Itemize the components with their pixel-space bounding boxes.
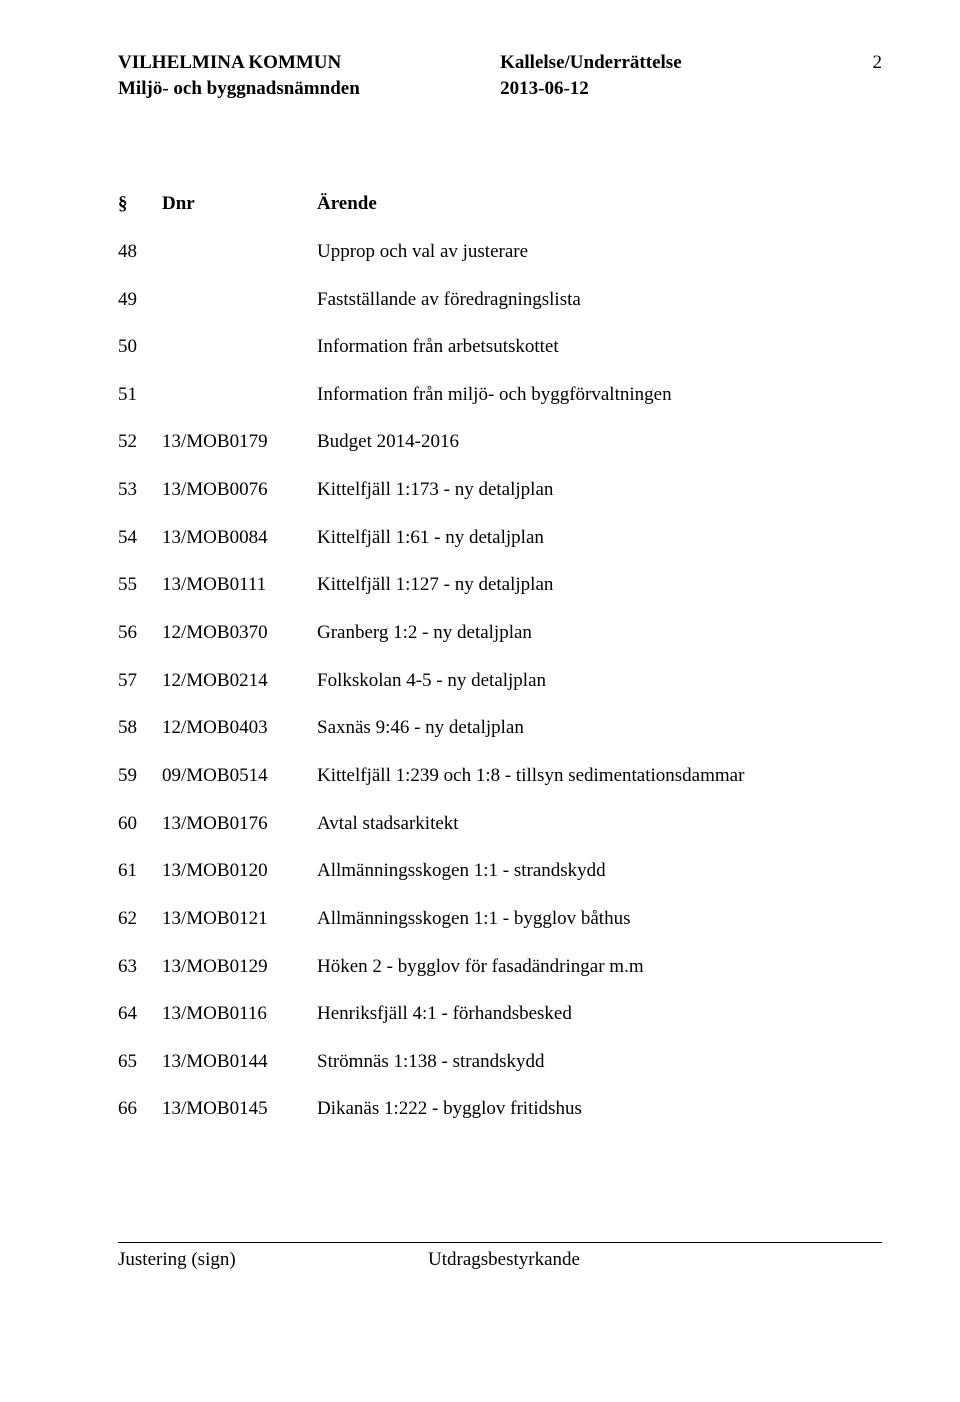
page-header: VILHELMINA KOMMUN Miljö- och byggnadsnäm… <box>118 50 882 101</box>
row-para: 55 <box>118 572 162 598</box>
dept-name: Miljö- och byggnadsnämnden <box>118 76 360 102</box>
agenda-row: 6013/MOB0176Avtal stadsarkitekt <box>118 811 882 837</box>
agenda-row: 5413/MOB0084Kittelfjäll 1:61 - ny detalj… <box>118 525 882 551</box>
col-header-arende: Ärende <box>317 191 377 217</box>
row-para: 61 <box>118 858 162 884</box>
row-arende: Strömnäs 1:138 - strandskydd <box>317 1049 882 1075</box>
footer-divider <box>118 1242 882 1243</box>
row-dnr: 13/MOB0120 <box>162 858 317 884</box>
agenda-row: 5909/MOB0514Kittelfjäll 1:239 och 1:8 - … <box>118 763 882 789</box>
footer-left: Justering (sign) <box>118 1247 428 1273</box>
row-para: 66 <box>118 1096 162 1122</box>
row-para: 52 <box>118 429 162 455</box>
agenda-rows: 48 Upprop och val av justerare 49 Fastställ… <box>118 239 882 1122</box>
row-para: 57 <box>118 668 162 694</box>
row-dnr: 13/MOB0116 <box>162 1001 317 1027</box>
agenda-row: 6613/MOB0145Dikanäs 1:222 - bygglov frit… <box>118 1096 882 1122</box>
row-para: 65 <box>118 1049 162 1075</box>
row-dnr: 13/MOB0076 <box>162 477 317 503</box>
row-arende: Saxnäs 9:46 - ny detaljplan <box>317 715 882 741</box>
agenda-row: 51 Information från miljö- och byggförval… <box>118 382 882 408</box>
row-para: 59 <box>118 763 162 789</box>
row-para: 48 <box>118 239 162 265</box>
col-header-para: § <box>118 191 162 217</box>
agenda-row: 5712/MOB0214Folkskolan 4-5 - ny detaljpl… <box>118 668 882 694</box>
row-para: 64 <box>118 1001 162 1027</box>
row-arende: Allmänningsskogen 1:1 - bygglov båthus <box>317 906 882 932</box>
row-dnr: 13/MOB0084 <box>162 525 317 551</box>
row-dnr: 13/MOB0179 <box>162 429 317 455</box>
row-arende: Avtal stadsarkitekt <box>317 811 882 837</box>
agenda-row: 6113/MOB0120Allmänningsskogen 1:1 - stra… <box>118 858 882 884</box>
row-dnr: 13/MOB0145 <box>162 1096 317 1122</box>
row-dnr: 13/MOB0129 <box>162 954 317 980</box>
org-name: VILHELMINA KOMMUN <box>118 50 360 76</box>
header-center: Kallelse/Underrättelse 2013-06-12 <box>500 50 682 101</box>
row-dnr: 12/MOB0403 <box>162 715 317 741</box>
agenda-row: 5612/MOB0370Granberg 1:2 - ny detaljplan <box>118 620 882 646</box>
row-arende: Budget 2014-2016 <box>317 429 882 455</box>
row-arende: Information från arbetsutskottet <box>317 334 882 360</box>
row-para: 54 <box>118 525 162 551</box>
row-arende: Allmänningsskogen 1:1 - strandskydd <box>317 858 882 884</box>
row-arende: Kittelfjäll 1:127 - ny detaljplan <box>317 572 882 598</box>
row-arende: Kittelfjäll 1:61 - ny detaljplan <box>317 525 882 551</box>
header-left: VILHELMINA KOMMUN Miljö- och byggnadsnäm… <box>118 50 360 101</box>
agenda-row: 5812/MOB0403Saxnäs 9:46 - ny detaljplan <box>118 715 882 741</box>
agenda-row: 50 Information från arbetsutskottet <box>118 334 882 360</box>
agenda-row: 49 Fastställande av föredragningslista <box>118 287 882 313</box>
footer-text: Justering (sign) Utdragsbestyrkande <box>118 1247 882 1273</box>
row-arende: Upprop och val av justerare <box>317 239 882 265</box>
row-para: 62 <box>118 906 162 932</box>
agenda-row: 48 Upprop och val av justerare <box>118 239 882 265</box>
column-headers: § Dnr Ärende <box>118 191 882 217</box>
row-dnr: 13/MOB0111 <box>162 572 317 598</box>
page-footer: Justering (sign) Utdragsbestyrkande <box>118 1242 882 1273</box>
doc-date: 2013-06-12 <box>500 76 589 102</box>
row-arende: Folkskolan 4-5 - ny detaljplan <box>317 668 882 694</box>
row-para: 50 <box>118 334 162 360</box>
agenda-row: 6513/MOB0144Strömnäs 1:138 - strandskydd <box>118 1049 882 1075</box>
col-header-dnr: Dnr <box>162 191 317 217</box>
row-para: 60 <box>118 811 162 837</box>
agenda-row: 6213/MOB0121Allmänningsskogen 1:1 - bygg… <box>118 906 882 932</box>
row-dnr: 13/MOB0144 <box>162 1049 317 1075</box>
agenda-row: 5213/MOB0179Budget 2014-2016 <box>118 429 882 455</box>
row-arende: Höken 2 - bygglov för fasadändringar m.m <box>317 954 882 980</box>
row-dnr: 13/MOB0176 <box>162 811 317 837</box>
row-para: 56 <box>118 620 162 646</box>
page-number: 2 <box>872 52 882 73</box>
row-para: 53 <box>118 477 162 503</box>
row-dnr: 09/MOB0514 <box>162 763 317 789</box>
row-arende: Fastställande av föredragningslista <box>317 287 882 313</box>
header-right: 2 <box>862 50 882 76</box>
row-para: 49 <box>118 287 162 313</box>
row-arende: Kittelfjäll 1:239 och 1:8 - tillsyn sedi… <box>317 763 882 789</box>
row-arende: Information från miljö- och byggförvaltn… <box>317 382 882 408</box>
row-arende: Kittelfjäll 1:173 - ny detaljplan <box>317 477 882 503</box>
agenda-row: 6413/MOB0116Henriksfjäll 4:1 - förhandsb… <box>118 1001 882 1027</box>
row-arende: Granberg 1:2 - ny detaljplan <box>317 620 882 646</box>
row-para: 51 <box>118 382 162 408</box>
row-para: 58 <box>118 715 162 741</box>
agenda-row: 6313/MOB0129Höken 2 - bygglov för fasadä… <box>118 954 882 980</box>
row-dnr: 12/MOB0370 <box>162 620 317 646</box>
row-arende: Henriksfjäll 4:1 - förhandsbesked <box>317 1001 882 1027</box>
doc-type: Kallelse/Underrättelse <box>500 50 682 76</box>
footer-right: Utdragsbestyrkande <box>428 1247 580 1273</box>
row-dnr: 13/MOB0121 <box>162 906 317 932</box>
row-dnr: 12/MOB0214 <box>162 668 317 694</box>
agenda-row: 5313/MOB0076Kittelfjäll 1:173 - ny detal… <box>118 477 882 503</box>
agenda-row: 5513/MOB0111Kittelfjäll 1:127 - ny detal… <box>118 572 882 598</box>
row-para: 63 <box>118 954 162 980</box>
row-arende: Dikanäs 1:222 - bygglov fritidshus <box>317 1096 882 1122</box>
